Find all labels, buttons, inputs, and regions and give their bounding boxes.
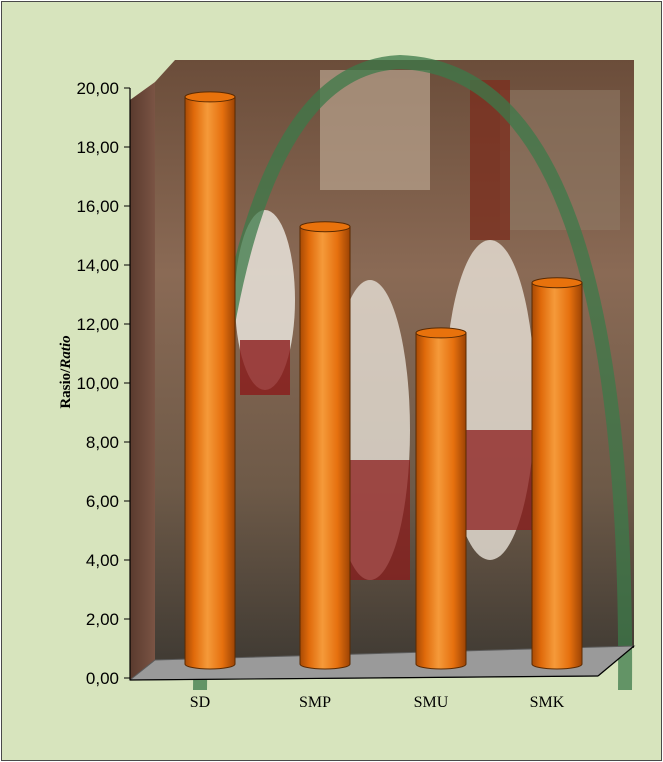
x-category-label: SMU xyxy=(414,694,449,711)
y-tick-label: 8,00 xyxy=(86,433,119,452)
backdrop-photo xyxy=(130,54,634,691)
bar-smu xyxy=(415,327,467,670)
red-shorts xyxy=(240,340,290,395)
y-tick-label: 6,00 xyxy=(86,492,119,511)
y-tick-label: 2,00 xyxy=(86,610,119,629)
y-tick-label: 14,00 xyxy=(76,256,119,275)
x-axis-line xyxy=(129,675,599,681)
x-category-label: SD xyxy=(190,694,210,711)
red-shorts xyxy=(465,430,535,530)
y-axis-label-italic: Ratio xyxy=(58,335,74,369)
bar-smk xyxy=(531,277,583,670)
y-axis-label-main: Rasio/ xyxy=(58,368,74,409)
red-shorts xyxy=(350,460,410,580)
bar-sd xyxy=(184,91,236,670)
y-axis-ticks: 0,00 2,00 4,00 6,00 8,00 10,00 12,00 14,00 16,00… xyxy=(76,79,130,688)
y-tick-label: 0,00 xyxy=(86,669,119,688)
bar-top-cap xyxy=(184,91,236,103)
bar-top-cap xyxy=(415,327,467,339)
bar-body xyxy=(299,226,351,670)
y-tick-label: 18,00 xyxy=(76,138,119,157)
bar-top-cap xyxy=(299,221,351,233)
x-axis-depth-line xyxy=(597,645,635,677)
x-category-label: SMP xyxy=(299,694,331,711)
bar-series xyxy=(184,91,583,670)
y-tick-label: 16,00 xyxy=(76,197,119,216)
bar-smp xyxy=(299,221,351,670)
y-axis-label: Rasio/Ratio xyxy=(58,335,74,408)
y-tick-label: 10,00 xyxy=(76,374,119,393)
x-axis-categories: SD SMP SMU SMK xyxy=(190,694,565,711)
x-category-label: SMK xyxy=(530,694,565,711)
y-tick-label: 4,00 xyxy=(86,551,119,570)
bar-body xyxy=(415,332,467,670)
y-tick-label: 20,00 xyxy=(76,79,119,98)
bar-top-cap xyxy=(531,277,583,289)
y-tick-label: 12,00 xyxy=(76,315,119,334)
side-wall xyxy=(130,82,155,680)
bar-body xyxy=(531,282,583,670)
bar-body xyxy=(184,96,236,670)
